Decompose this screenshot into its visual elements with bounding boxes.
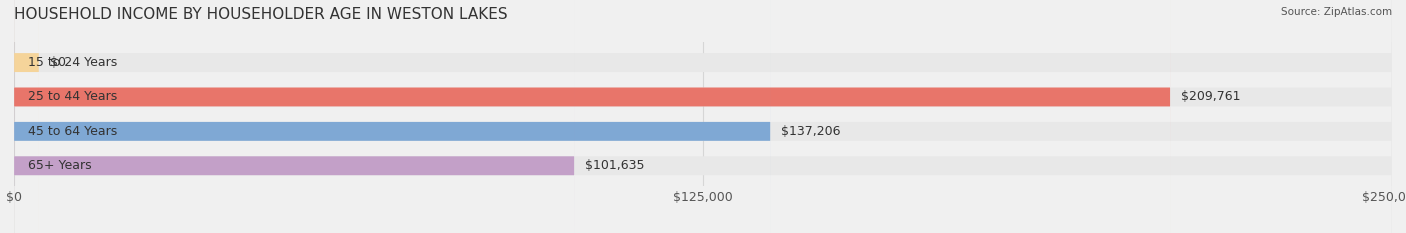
FancyBboxPatch shape (14, 0, 1392, 233)
FancyBboxPatch shape (14, 0, 574, 233)
Text: Source: ZipAtlas.com: Source: ZipAtlas.com (1281, 7, 1392, 17)
FancyBboxPatch shape (14, 0, 1392, 233)
Text: HOUSEHOLD INCOME BY HOUSEHOLDER AGE IN WESTON LAKES: HOUSEHOLD INCOME BY HOUSEHOLDER AGE IN W… (14, 7, 508, 22)
Text: 45 to 64 Years: 45 to 64 Years (28, 125, 117, 138)
FancyBboxPatch shape (14, 0, 1392, 233)
FancyBboxPatch shape (14, 0, 1170, 233)
Text: $209,761: $209,761 (1181, 90, 1240, 103)
Text: 15 to 24 Years: 15 to 24 Years (28, 56, 117, 69)
FancyBboxPatch shape (14, 0, 39, 233)
Text: $101,635: $101,635 (585, 159, 645, 172)
Text: 25 to 44 Years: 25 to 44 Years (28, 90, 117, 103)
Text: $0: $0 (49, 56, 66, 69)
FancyBboxPatch shape (14, 0, 770, 233)
FancyBboxPatch shape (14, 0, 1392, 233)
Text: $137,206: $137,206 (782, 125, 841, 138)
Text: 65+ Years: 65+ Years (28, 159, 91, 172)
